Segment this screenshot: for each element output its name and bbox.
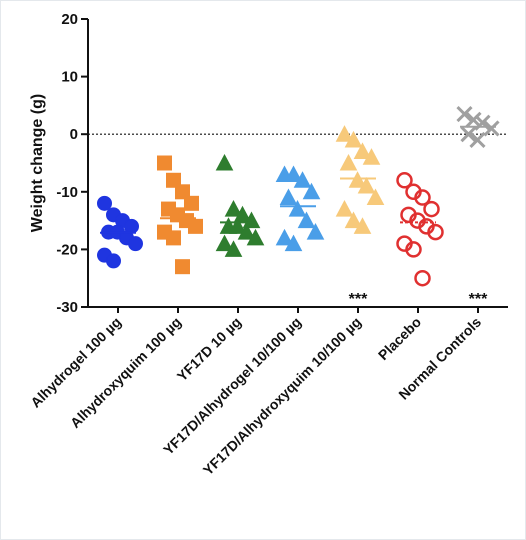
point — [306, 223, 325, 240]
y-axis-label: Weight change (g) — [29, 94, 46, 232]
point — [348, 171, 367, 188]
point — [188, 218, 203, 234]
point — [460, 126, 477, 143]
point — [339, 153, 358, 171]
point — [335, 125, 354, 142]
point — [157, 155, 172, 171]
point — [175, 259, 190, 275]
point — [284, 234, 303, 252]
y-tick-label: 20 — [61, 11, 78, 28]
point — [97, 195, 112, 211]
point — [224, 240, 243, 257]
point — [357, 176, 376, 194]
y-tick-label: -20 — [56, 241, 78, 258]
y-tick-label: 0 — [70, 126, 78, 143]
point — [166, 230, 181, 246]
point — [215, 234, 234, 252]
point — [293, 171, 312, 188]
point — [242, 211, 261, 229]
point — [483, 120, 500, 137]
point — [353, 142, 372, 159]
point — [215, 153, 234, 171]
point — [414, 269, 431, 287]
point — [335, 200, 354, 217]
point — [128, 236, 143, 252]
point — [344, 130, 363, 148]
point — [246, 228, 265, 246]
y-tick-label: -30 — [56, 299, 78, 316]
point — [465, 111, 482, 128]
point — [414, 189, 431, 206]
point — [228, 217, 247, 234]
point — [297, 211, 316, 229]
point — [396, 172, 413, 189]
point — [366, 188, 385, 206]
point — [353, 217, 372, 234]
annotation: *** — [469, 291, 488, 308]
point — [405, 241, 422, 258]
point — [362, 148, 381, 165]
annotation: *** — [349, 291, 368, 308]
point — [237, 223, 256, 240]
point — [166, 172, 181, 188]
point — [279, 188, 298, 206]
point — [302, 182, 321, 200]
point — [423, 200, 440, 218]
y-tick-label: 10 — [61, 69, 78, 86]
point — [456, 105, 473, 123]
point — [288, 200, 307, 217]
point — [275, 228, 294, 246]
point — [469, 131, 486, 149]
point — [106, 253, 121, 269]
point — [284, 165, 303, 183]
point — [184, 195, 199, 211]
point — [427, 223, 444, 241]
point — [175, 184, 190, 200]
y-tick-label: -10 — [56, 184, 78, 201]
point — [224, 200, 243, 217]
point — [344, 211, 363, 229]
